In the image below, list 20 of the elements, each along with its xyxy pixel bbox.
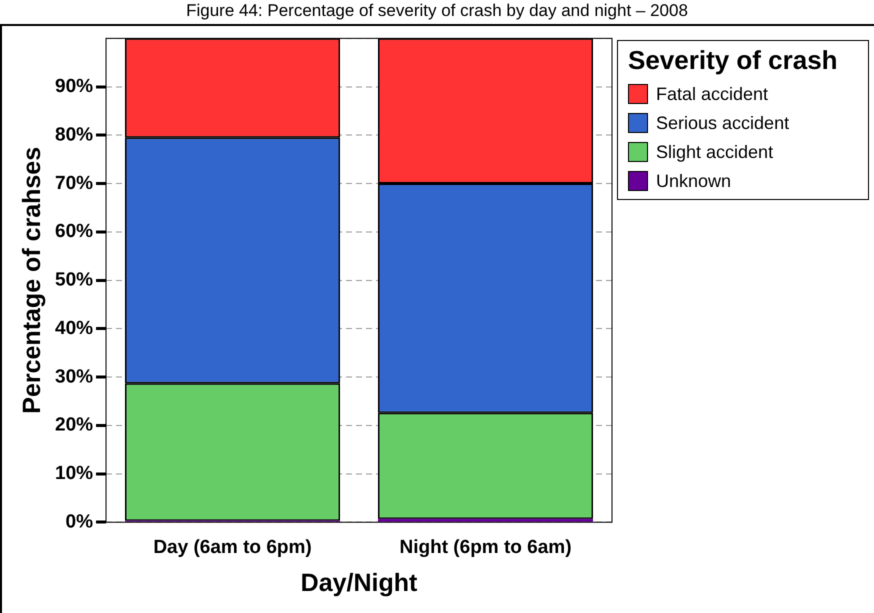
legend-label: Fatal accident [656, 84, 768, 104]
y-tick-label: 20% [54, 414, 94, 436]
y-tick-label: 30% [54, 366, 94, 388]
legend-label: Slight accident [656, 142, 774, 162]
y-tick-label: 0% [66, 511, 94, 532]
x-tick-label: Day (6am to 6pm) [153, 536, 312, 558]
chart-title: Figure 44: Percentage of severity of crash by day and night – 2008 [185, 0, 689, 22]
x-tick-label: Night (6pm to 6am) [399, 536, 572, 558]
y-tick-label: 80% [54, 124, 94, 146]
y-tick-label: 40% [54, 318, 94, 339]
y-tick-label: 10% [54, 463, 94, 484]
legend-label: Serious accident [656, 113, 790, 133]
y-tick-label: 50% [54, 270, 94, 291]
y-axis-title: Percentage of crahses [18, 146, 46, 414]
y-tick-label: 60% [54, 221, 94, 242]
y-tick-label: 90% [54, 76, 94, 98]
y-tick-label: 70% [54, 172, 94, 194]
legend-title: Severity of crash [628, 45, 839, 75]
legend-label: Unknown [656, 171, 732, 191]
x-axis-title: Day/Night [300, 568, 418, 597]
